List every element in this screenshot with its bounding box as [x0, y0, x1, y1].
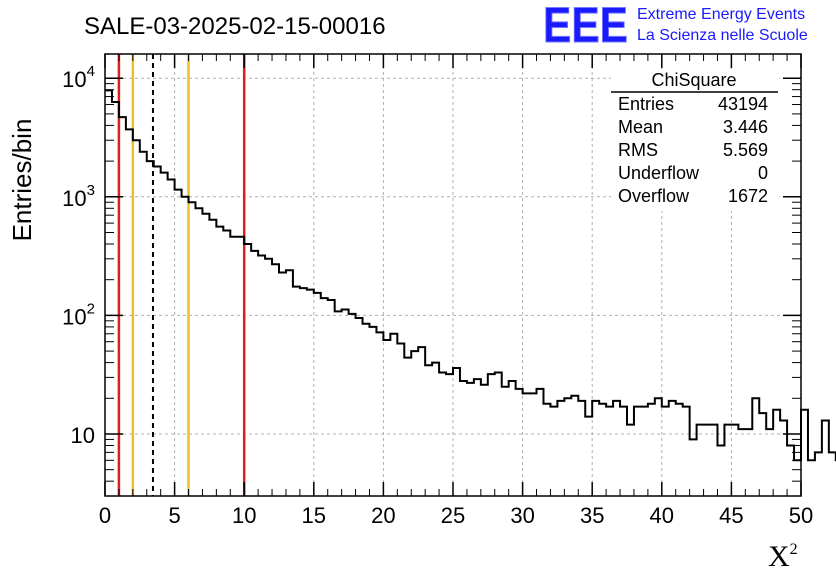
stats-row-value: 0	[758, 163, 768, 183]
x-tick-label: 35	[580, 503, 604, 528]
x-tick-label: 15	[302, 503, 326, 528]
x-tick-label: 5	[168, 503, 180, 528]
stats-row-label: Entries	[618, 94, 674, 114]
y-tick-label: 10	[71, 423, 95, 448]
y-tick-label: 103	[62, 182, 95, 211]
x-tick-label: 50	[789, 503, 813, 528]
x-tick-label: 25	[441, 503, 465, 528]
stats-box-rows: Entries 43194 Mean 3.446 RMS 5.569 Underflow 0 O…	[618, 94, 768, 206]
stats-row-label: Mean	[618, 117, 663, 137]
stats-row-value: 3.446	[723, 117, 768, 137]
x-tick-label: 30	[510, 503, 534, 528]
stats-box-title: ChiSquare	[651, 70, 736, 90]
eee-logo-mark: EEE	[543, 0, 628, 53]
eee-logo-line1: Extreme Energy Events	[637, 6, 805, 23]
eee-logo-line2: La Scienza nelle Scuole	[637, 27, 808, 44]
eee-logo: EEE Extreme Energy Events La Scienza nel…	[543, 0, 808, 54]
x-tick-label: 0	[99, 503, 111, 528]
stats-row-value: 43194	[718, 94, 768, 114]
chart-title: SALE-03-2025-02-15-00016	[84, 13, 386, 40]
x-tick-label: 10	[232, 503, 256, 528]
tick-layer: 0 5 10 15 20 25 30 35 40 45 50 10 102 103 104	[62, 54, 813, 528]
x-tick-label: 45	[719, 503, 743, 528]
reference-lines-layer	[117, 54, 246, 496]
y-tick-label: 102	[62, 300, 95, 329]
y-tick-label: 104	[62, 63, 95, 92]
histogram-series	[105, 89, 836, 462]
stats-row-label: Underflow	[618, 163, 700, 183]
stats-row-value: 5.569	[723, 140, 768, 160]
stats-box-background	[611, 71, 779, 211]
x-tick-label: 40	[650, 503, 674, 528]
stats-row-value: 1672	[728, 186, 768, 206]
stats-row-label: Overflow	[618, 186, 690, 206]
x-tick-label: 20	[371, 503, 395, 528]
y-axis-label: Entries/bin	[7, 119, 37, 242]
stats-row-label: RMS	[618, 140, 658, 160]
x-axis-label-superscript: 2	[790, 541, 798, 558]
x-axis-label: X2	[768, 540, 798, 572]
x-axis-label-symbol: X	[768, 540, 790, 572]
stats-box: ChiSquare Entries 43194 Mean 3.446 RMS 5.569 U…	[611, 70, 779, 211]
